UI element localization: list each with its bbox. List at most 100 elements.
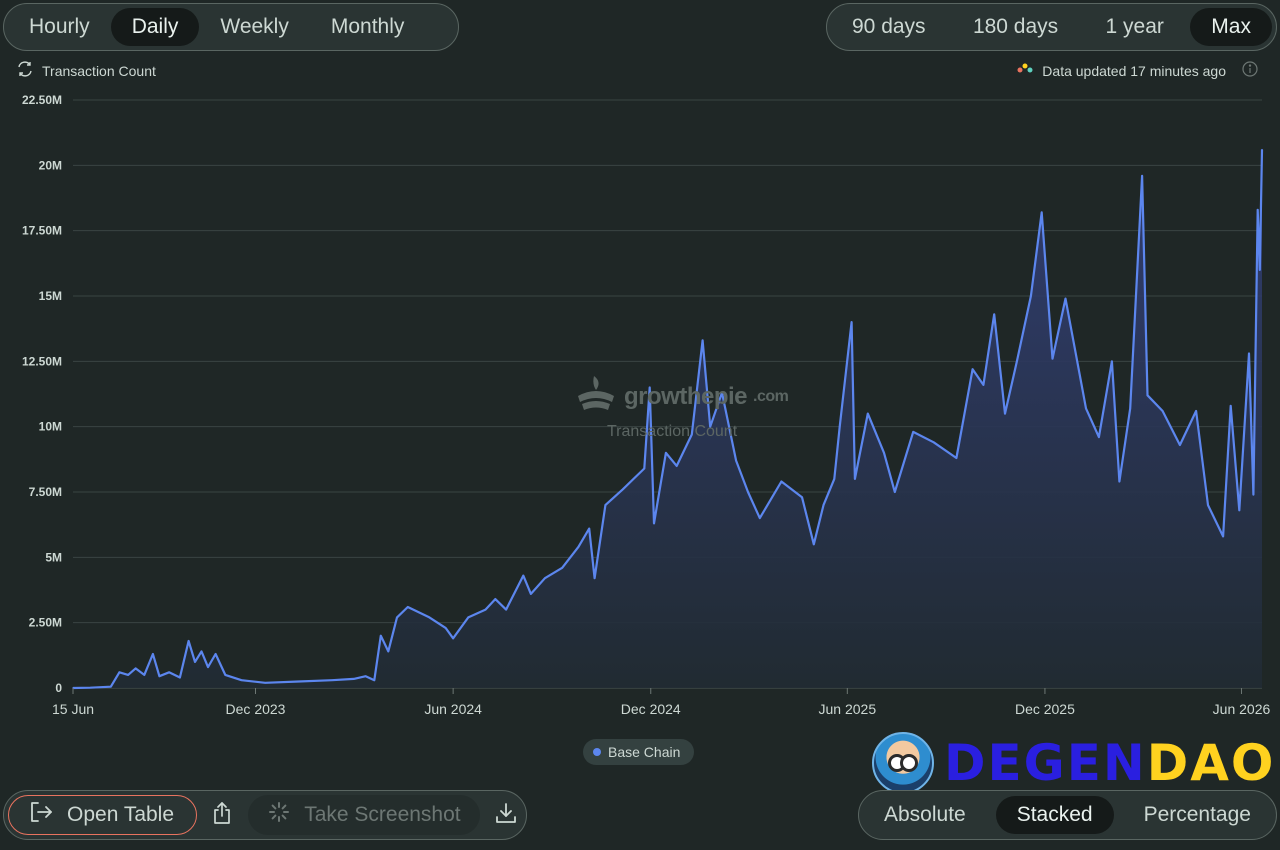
data-point xyxy=(1261,148,1263,151)
legend-base-chain[interactable]: Base Chain xyxy=(583,739,695,765)
data-point xyxy=(297,680,300,683)
data-point xyxy=(1064,297,1067,300)
data-point xyxy=(134,667,137,670)
tab-hourly[interactable]: Hourly xyxy=(29,15,90,38)
data-point xyxy=(530,593,532,595)
take-screenshot-label: Take Screenshot xyxy=(304,803,461,826)
data-point xyxy=(838,425,841,428)
timeframe-selector: Hourly Daily Weekly Monthly xyxy=(3,3,459,51)
data-point xyxy=(1195,410,1197,412)
data-point xyxy=(264,681,267,684)
transaction-count-icon xyxy=(16,60,34,81)
data-point xyxy=(1118,480,1121,483)
tab-1-year[interactable]: 1 year xyxy=(1105,15,1164,38)
share-button[interactable] xyxy=(203,795,243,835)
x-tick-label: Jun 2025 xyxy=(819,701,877,717)
data-point xyxy=(1222,535,1224,538)
data-point xyxy=(89,686,92,689)
data-point xyxy=(1161,410,1164,412)
data-point xyxy=(1040,211,1043,214)
open-table-icon xyxy=(29,801,53,829)
y-tick-label: 22.50M xyxy=(22,93,62,107)
data-point xyxy=(396,616,398,619)
tab-monthly[interactable]: Monthly xyxy=(330,15,405,38)
data-point xyxy=(1248,352,1250,355)
y-tick-label: 17.50M xyxy=(22,224,62,238)
data-point xyxy=(187,640,190,642)
open-table-button[interactable]: Open Table xyxy=(8,795,197,835)
data-point xyxy=(152,653,154,655)
tab-daily[interactable]: Daily xyxy=(110,8,200,46)
data-point xyxy=(484,608,487,611)
share-icon xyxy=(211,801,233,830)
data-point xyxy=(387,650,390,653)
degendao-text: DEGENDAO! xyxy=(944,734,1280,792)
series-line-base-chain xyxy=(72,149,1264,690)
sparkle-icon xyxy=(1016,60,1034,81)
data-point xyxy=(822,504,825,506)
download-button[interactable] xyxy=(486,795,526,835)
data-point xyxy=(912,431,914,433)
display-mode-selector: Absolute Stacked Percentage xyxy=(858,790,1277,840)
info-icon[interactable] xyxy=(1242,61,1258,80)
data-point xyxy=(850,321,853,323)
data-point xyxy=(168,671,170,674)
tab-max[interactable]: Max xyxy=(1190,8,1272,46)
open-table-label: Open Table xyxy=(67,803,175,826)
data-point xyxy=(200,650,203,653)
data-point xyxy=(352,678,355,680)
data-point xyxy=(522,574,525,577)
tab-weekly[interactable]: Weekly xyxy=(220,15,289,38)
data-point xyxy=(894,491,896,493)
data-point xyxy=(648,386,651,389)
data-point xyxy=(1238,509,1241,512)
y-axis: 0 2.50M 5M 7.50M 10M 12.50M 15M 17.50M 20M 22.50M xyxy=(22,93,62,695)
y-tick-label: 2.50M xyxy=(29,616,62,630)
y-tick-label: 12.50M xyxy=(22,354,62,368)
y-tick-label: 5M xyxy=(45,550,62,564)
data-point xyxy=(701,339,704,342)
data-point xyxy=(494,598,497,600)
x-tick-label: 15 Jun xyxy=(52,701,94,717)
data-point xyxy=(577,546,580,548)
download-icon xyxy=(494,801,518,830)
data-point xyxy=(1098,436,1100,438)
data-point xyxy=(588,527,591,530)
data-point xyxy=(1111,360,1113,363)
data-point xyxy=(854,478,856,480)
data-point xyxy=(883,452,885,454)
y-tick-label: 0 xyxy=(55,681,62,695)
tab-absolute[interactable]: Absolute xyxy=(884,803,966,826)
data-point xyxy=(971,368,974,370)
data-point xyxy=(621,488,624,491)
y-tick-label: 7.50M xyxy=(29,485,62,499)
data-point xyxy=(1051,357,1054,360)
x-tick-label: Jun 2026 xyxy=(1213,701,1271,717)
take-screenshot-button[interactable]: Take Screenshot xyxy=(248,795,481,835)
tab-180-days[interactable]: 180 days xyxy=(972,15,1059,38)
data-point xyxy=(653,522,655,525)
tab-stacked[interactable]: Stacked xyxy=(995,796,1114,834)
data-point xyxy=(932,441,935,444)
data-point xyxy=(444,627,447,629)
data-point xyxy=(1004,412,1006,415)
data-point xyxy=(1256,208,1259,211)
data-point xyxy=(1085,407,1087,410)
x-tick-label: Dec 2024 xyxy=(621,701,681,717)
data-point xyxy=(1129,407,1132,410)
data-point xyxy=(428,616,431,619)
series-area-base-chain xyxy=(73,149,1262,688)
tab-90-days[interactable]: 90 days xyxy=(852,15,926,38)
data-point xyxy=(721,391,723,394)
tab-percentage[interactable]: Percentage xyxy=(1143,803,1251,826)
transaction-count-chart: 0 2.50M 5M 7.50M 10M 12.50M 15M 17.50M 20M 22.50M… xyxy=(22,93,1271,717)
data-point xyxy=(1030,295,1032,297)
data-point xyxy=(109,685,112,688)
data-point xyxy=(690,433,693,436)
chart-actions: Open Table Take Screenshot xyxy=(3,790,527,840)
degendao-logo: DEGENDAO! xyxy=(872,732,1280,794)
data-point xyxy=(158,675,161,678)
data-point xyxy=(544,577,546,580)
data-point xyxy=(561,566,564,569)
x-tick-label: Dec 2025 xyxy=(1015,701,1075,717)
